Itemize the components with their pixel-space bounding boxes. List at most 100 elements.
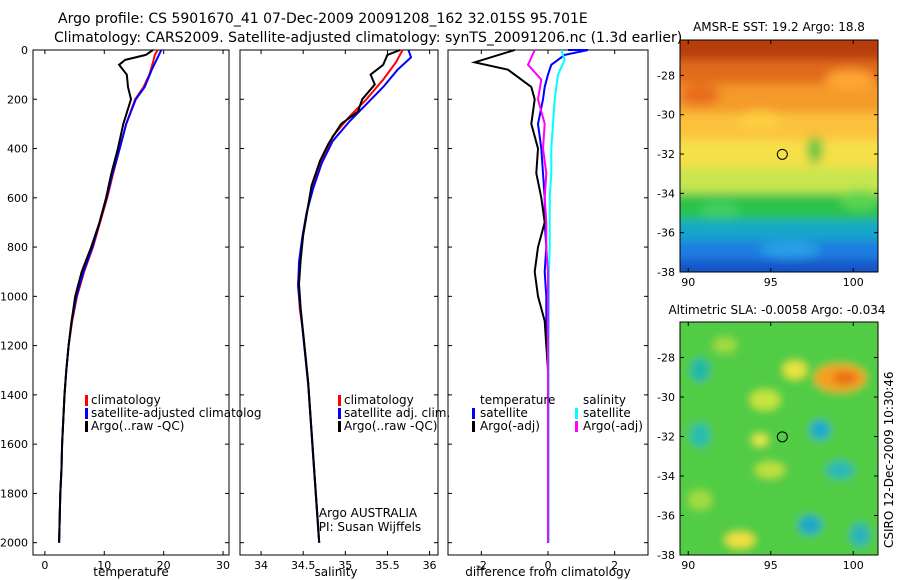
argo-float-marker <box>776 431 788 443</box>
legend-swatch-sal-argo <box>575 421 578 432</box>
legend-label-climatology: climatology <box>344 393 414 407</box>
legend-label-temp-satellite: satellite <box>480 406 528 420</box>
legend-label-sal-satellite: satellite <box>583 406 631 420</box>
side-timestamp-label: CSIRO 12-Dec-2009 10:30:46 <box>882 371 896 548</box>
y-tick-label: -38 <box>657 549 675 562</box>
sst-map-title: AMSR-E SST: 19.2 Argo: 18.8 <box>693 20 865 34</box>
sst-map-frame <box>679 39 879 273</box>
y-tick-label: 2000 <box>0 537 28 550</box>
temperature-legend: climatology satellite-adjusted climatolo… <box>85 393 261 433</box>
y-tick-label: -34 <box>657 470 675 483</box>
y-tick-label: 1400 <box>0 389 28 402</box>
x-tick-label: 0 <box>41 559 48 572</box>
temperature-x-ticks: 0 10 20 30 <box>41 50 230 572</box>
x-tick-label: 95 <box>764 559 778 572</box>
x-tick-label: 0 <box>545 559 552 572</box>
y-tick-label: -32 <box>657 431 675 444</box>
sla-heatmap-field <box>680 322 878 555</box>
difference-series-lines <box>470 49 589 543</box>
legend-header-temperature: temperature <box>480 393 555 407</box>
y-tick-label: 1000 <box>0 290 28 303</box>
x-tick-label: 10 <box>97 559 111 572</box>
legend-label-argo: Argo(..raw -QC) <box>91 419 184 433</box>
legend-label-sal-argo: Argo(-adj) <box>583 419 643 433</box>
salinity-axes-frame <box>239 49 439 556</box>
difference-x-ticks: -2 0 2 <box>476 50 618 572</box>
y-tick-label: -32 <box>657 148 675 161</box>
x-tick-label: 2 <box>611 559 618 572</box>
x-tick-label: 35.5 <box>375 559 400 572</box>
x-tick-label: 34 <box>254 559 268 572</box>
series-line-2-3 <box>526 49 549 543</box>
pi-annotation: PI: Susan Wijffels <box>319 520 421 534</box>
legend-swatch-satellite <box>85 408 88 419</box>
figure-title-line2: Climatology: CARS2009. Satellite-adjuste… <box>54 30 682 46</box>
x-tick-label: 35 <box>338 559 352 572</box>
legend-label-climatology: climatology <box>91 393 161 407</box>
legend-swatch-argo <box>85 421 88 432</box>
x-tick-label: 20 <box>157 559 171 572</box>
x-tick-label: 90 <box>681 559 695 572</box>
legend-label-satellite: satellite adj. clim. <box>344 406 450 420</box>
figure-title-line1: Argo profile: CS 5901670_41 07-Dec-2009 … <box>58 11 588 27</box>
legend-swatch-satellite <box>338 408 341 419</box>
legend-label-temp-argo: Argo(-adj) <box>480 419 540 433</box>
salinity-panel: 34 34.5 35 35.5 36 salinity climatology sate… <box>239 49 450 579</box>
sla-map-frame <box>679 321 879 556</box>
x-tick-label: 30 <box>216 559 230 572</box>
salinity-y-ticks <box>240 49 438 544</box>
sst-heatmap-field <box>680 40 878 272</box>
legend-label-argo: Argo(..raw -QC) <box>344 419 437 433</box>
x-tick-label: 95 <box>764 276 778 289</box>
y-tick-label: 400 <box>7 143 28 156</box>
legend-swatch-temp-argo <box>472 421 475 432</box>
y-tick-label: 200 <box>7 93 28 106</box>
temperature-y-ticks: 0 200 400 600 800 1000 1200 1400 1600 1800 2000 <box>0 44 229 550</box>
sla-map-title: Altimetric SLA: -0.0058 Argo: -0.034 <box>668 303 885 317</box>
x-tick-label: -2 <box>476 559 487 572</box>
sst-map-x-ticks: 90 95 100 <box>681 40 864 289</box>
series-line-2-2 <box>547 49 566 543</box>
x-tick-label: 34.5 <box>291 559 316 572</box>
x-tick-label: 100 <box>843 559 864 572</box>
legend-swatch-climatology <box>85 395 88 406</box>
y-tick-label: 800 <box>7 241 28 254</box>
legend-swatch-argo <box>338 421 341 432</box>
y-tick-label: -38 <box>657 266 675 279</box>
argo-australia-annotation: Argo AUSTRALIA <box>319 506 418 520</box>
series-line-0-0 <box>58 49 159 543</box>
y-tick-label: -34 <box>657 187 675 200</box>
y-tick-label: 600 <box>7 192 28 205</box>
difference-x-label: difference from climatology <box>465 565 631 579</box>
salinity-x-ticks: 34 34.5 35 35.5 36 <box>254 50 437 572</box>
legend-swatch-temp-satellite <box>472 408 475 419</box>
y-tick-label: -30 <box>657 391 675 404</box>
y-tick-label: -36 <box>657 510 675 523</box>
temperature-series-lines <box>58 49 163 543</box>
y-tick-label: -28 <box>657 69 675 82</box>
legend-label-satellite: satellite-adjusted climatolog <box>91 406 261 420</box>
series-line-0-2 <box>58 49 154 543</box>
sst-map-y-ticks: -28 -30 -32 -34 -36 -38 <box>657 69 878 279</box>
difference-y-ticks <box>448 49 648 544</box>
temperature-axes-frame <box>32 49 230 556</box>
salinity-x-label: salinity <box>314 565 357 579</box>
temperature-x-label: temperature <box>93 565 168 579</box>
legend-header-salinity: salinity <box>583 393 626 407</box>
argo-float-marker <box>776 148 788 160</box>
sst-map-panel: AMSR-E SST: 19.2 Argo: 18.8 <box>657 20 879 289</box>
legend-swatch-climatology <box>338 395 341 406</box>
x-tick-label: 90 <box>681 276 695 289</box>
sla-map-y-ticks: -28 -30 -32 -34 -36 -38 <box>657 352 878 562</box>
legend-swatch-sal-satellite <box>575 408 578 419</box>
x-tick-label: 100 <box>843 276 864 289</box>
y-tick-label: 1200 <box>0 340 28 353</box>
x-tick-label: 36 <box>423 559 437 572</box>
y-tick-label: 1600 <box>0 438 28 451</box>
y-tick-label: -28 <box>657 352 675 365</box>
temperature-panel: 0 200 400 600 800 1000 1200 1400 1600 1800 2000 0 1… <box>0 44 261 579</box>
sla-map-panel: Altimetric SLA: -0.0058 Argo: -0.034 <box>657 303 885 572</box>
difference-panel: -2 0 2 difference from climatology tempera… <box>447 49 649 579</box>
y-tick-label: -30 <box>657 109 675 122</box>
